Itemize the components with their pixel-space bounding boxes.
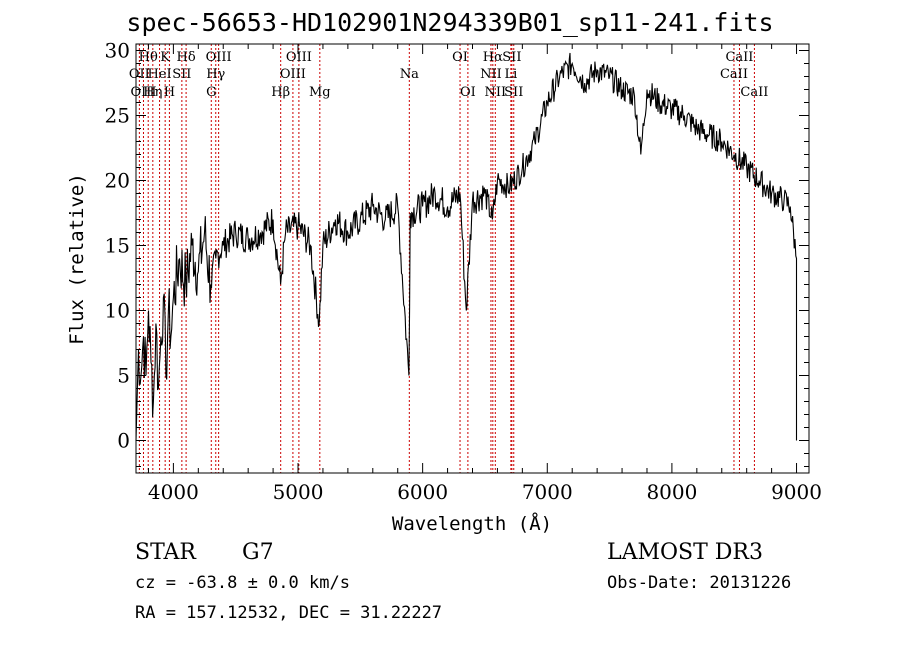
x-axis-label: Wavelength (Å) (392, 512, 552, 535)
y-tick-label: 30 (105, 39, 130, 63)
x-tick-label: 8000 (646, 480, 697, 504)
spectral-line-label: Hδ (177, 50, 196, 65)
y-tick-label: 10 (105, 299, 130, 323)
survey-name: LAMOST DR3 (607, 540, 763, 565)
spectral-line-label: CaII (725, 50, 753, 65)
x-tick-label: 4000 (148, 480, 199, 504)
chart-title: spec-56653-HD102901N294339B01_sp11-241.f… (126, 8, 774, 37)
spectral-line-label: K (160, 50, 170, 65)
spectral-line-label: H (164, 85, 175, 100)
spectral-line-label: CaII (720, 67, 748, 82)
y-axis-label: Flux (relative) (66, 173, 88, 345)
spectral-line-label: Hγ (206, 67, 225, 82)
spectral-line-label: OII (129, 67, 150, 82)
spectral-line-label: OI (452, 50, 468, 65)
y-tick-label: 5 (117, 364, 130, 388)
spectral-line-label: Hα (483, 50, 503, 65)
spectral-line-label: OIII (280, 67, 306, 82)
spectral-line-label: NII (484, 85, 506, 100)
spectral-line-label: Mg (309, 85, 331, 100)
spectral-line-label: SII (502, 50, 521, 65)
spectral-line-label: Na (400, 67, 419, 82)
x-tick-label: 5000 (273, 480, 324, 504)
spectral-line-label: Hβ (271, 85, 290, 100)
object-subclass: G7 (242, 540, 274, 565)
spectral-line-label: OIII (206, 50, 232, 65)
y-tick-label: 15 (105, 234, 130, 258)
coordinates: RA = 157.12532, DEC = 31.22227 (135, 603, 443, 623)
spectral-line-label: Hθ (139, 50, 158, 65)
object-class: STAR (135, 540, 196, 565)
spectral-line-label: NII (480, 67, 502, 82)
y-tick-label: 25 (105, 104, 130, 128)
spectral-line-label: CaII (740, 85, 768, 100)
spectral-line-markers (138, 44, 755, 473)
spectral-line-label: OIII (130, 85, 156, 100)
spectral-line-label: SII (504, 85, 523, 100)
spectral-line-label: G (206, 85, 216, 100)
spectral-line-label: Li (504, 67, 517, 82)
redshift-velocity: cz = -63.8 ± 0.0 km/s (135, 573, 350, 593)
x-axis-ticks: 4000 5000 6000 7000 8000 9000 (148, 44, 822, 504)
y-axis-ticks: 0 5 10 15 20 25 30 (105, 39, 809, 467)
y-tick-label: 0 (117, 429, 130, 453)
flux-series-line (135, 52, 798, 441)
spectral-line-label: HeI (147, 67, 171, 82)
y-tick-label: 20 (105, 169, 130, 193)
x-tick-label: 6000 (397, 480, 448, 504)
x-tick-label: 7000 (522, 480, 573, 504)
spectral-line-label: SII (172, 67, 191, 82)
x-tick-label: 9000 (771, 480, 822, 504)
spectral-line-label: OIII (286, 50, 312, 65)
spectral-line-label: OI (460, 85, 476, 100)
plot-frame (135, 43, 810, 474)
spectral-line-label: Hη (143, 85, 162, 100)
observation-date: Obs-Date: 20131226 (607, 573, 792, 593)
